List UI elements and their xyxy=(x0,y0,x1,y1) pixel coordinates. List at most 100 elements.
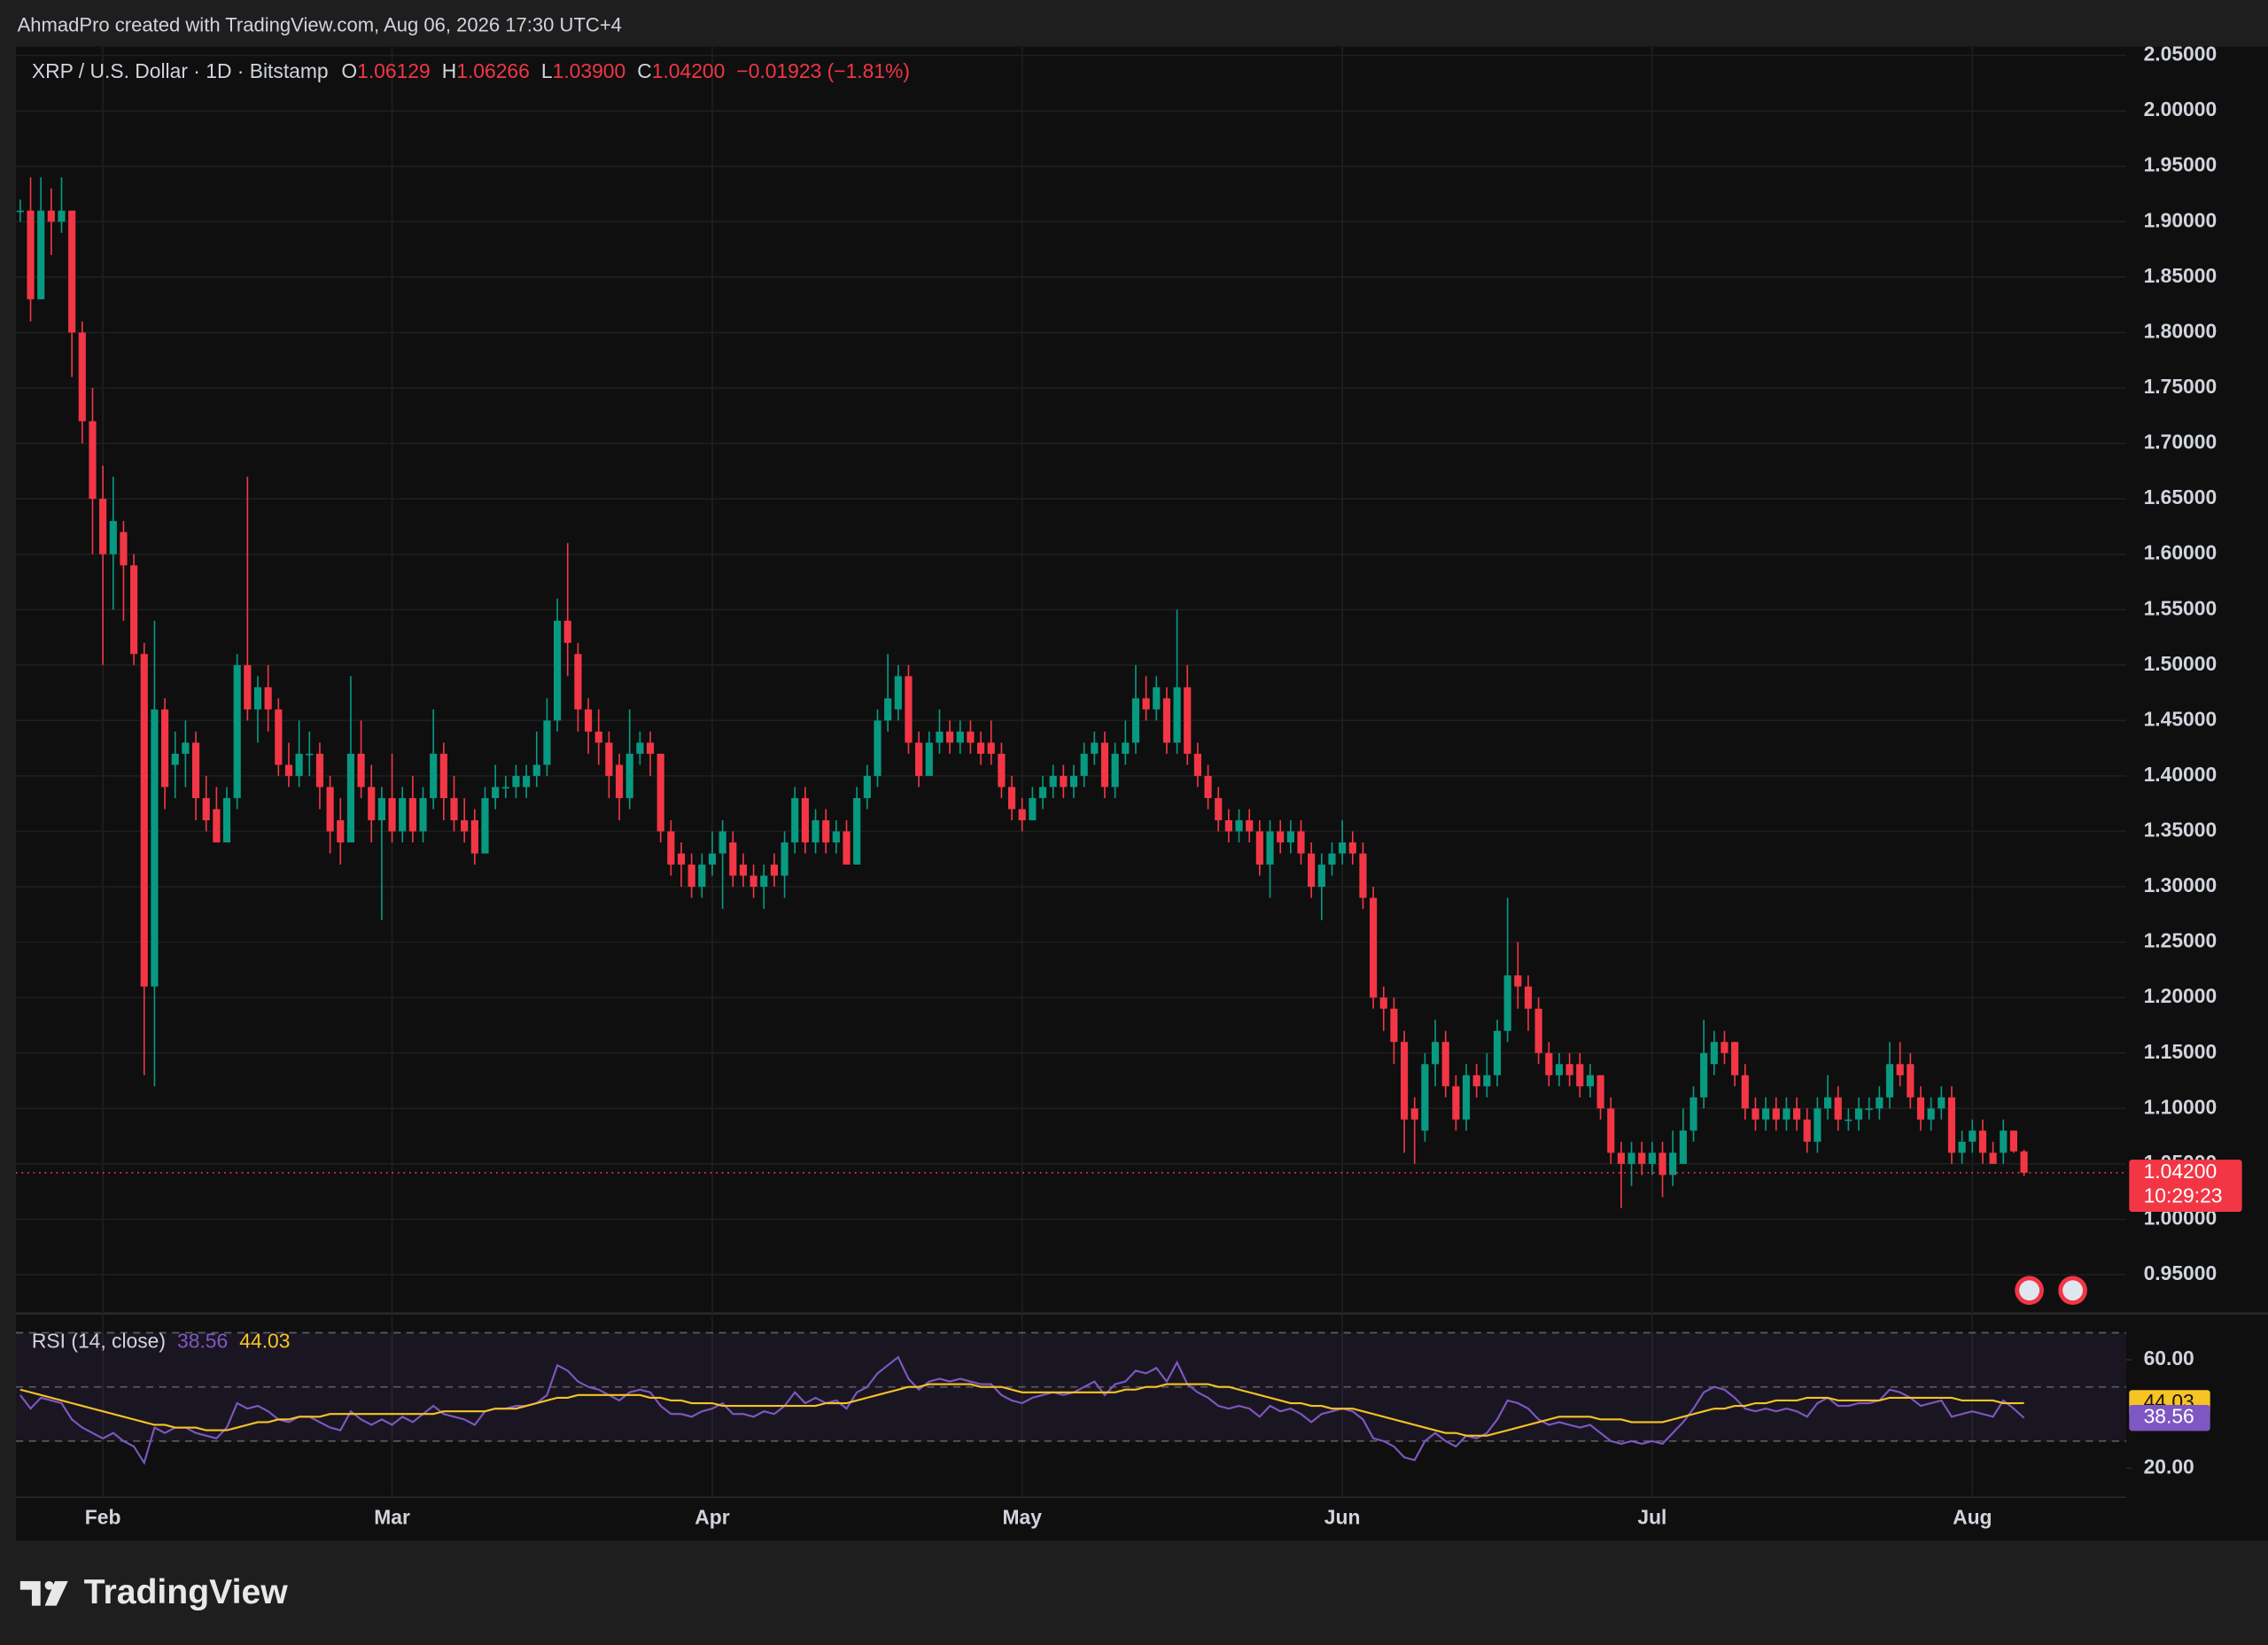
candle-body xyxy=(1080,753,1088,776)
candle-body xyxy=(1483,1075,1491,1087)
candle-body xyxy=(729,842,737,876)
x-tick-label: Aug xyxy=(1953,1506,1992,1529)
candle-body xyxy=(1472,1075,1480,1087)
candle-body xyxy=(1215,797,1223,820)
candle-body xyxy=(708,853,717,865)
candle-body xyxy=(1452,1086,1460,1120)
footer-brand: TradingView xyxy=(84,1573,289,1611)
candle-body xyxy=(1379,997,1387,1009)
y-tick-label: 1.10000 xyxy=(2144,1095,2218,1118)
candle-body xyxy=(1131,698,1140,743)
candle-body xyxy=(1493,1030,1502,1075)
candle-body xyxy=(1328,853,1336,865)
candle-body xyxy=(1111,753,1119,788)
candle-body xyxy=(594,731,602,743)
candle-body xyxy=(89,421,97,500)
candle-body xyxy=(78,332,86,422)
candle-body xyxy=(16,210,24,213)
candle-body xyxy=(1803,1119,1811,1142)
candle-body xyxy=(182,742,190,754)
chart-area xyxy=(15,46,2268,1541)
candle-body xyxy=(1122,742,1130,754)
x-tick-label: Feb xyxy=(85,1506,121,1529)
candle-body xyxy=(956,731,964,743)
ohlc-value: 1.04200 xyxy=(652,59,726,82)
last-price-label: 1.04200 xyxy=(2144,1160,2218,1183)
candle-body xyxy=(27,210,35,299)
candle-body xyxy=(1317,865,1325,888)
candle-body xyxy=(1958,1141,1966,1153)
candle-body xyxy=(244,664,252,710)
y-tick-label: 1.75000 xyxy=(2144,375,2218,398)
candle-body xyxy=(1638,1152,1646,1164)
candle-body xyxy=(408,797,416,832)
ohlc-key: C xyxy=(637,59,652,82)
candle-body xyxy=(1720,1042,1728,1053)
candle-body xyxy=(140,654,148,987)
candle-body xyxy=(801,797,809,842)
candle-body xyxy=(1421,1064,1429,1131)
candle-body xyxy=(905,676,913,743)
ohlc-key: L xyxy=(541,59,553,82)
candle-body xyxy=(1255,831,1263,865)
candle-body xyxy=(967,731,975,743)
candle-body xyxy=(2009,1130,2018,1152)
candle-body xyxy=(1514,975,1522,987)
candle-body xyxy=(1741,1075,1749,1109)
y-tick-label: 1.35000 xyxy=(2144,819,2218,842)
candle-body xyxy=(357,753,365,788)
ohlc-value: 1.06129 xyxy=(357,59,431,82)
candle-body xyxy=(1627,1152,1635,1164)
candle-body xyxy=(1669,1152,1677,1176)
candle-body xyxy=(1462,1075,1471,1120)
candle-body xyxy=(1565,1064,1573,1075)
candle-body xyxy=(739,865,748,876)
candle-body xyxy=(1596,1075,1604,1109)
candle-body xyxy=(1266,831,1274,865)
candle-body xyxy=(1359,853,1367,898)
candle-body xyxy=(1783,1108,1790,1120)
logo-dot xyxy=(44,1580,54,1590)
candle-body xyxy=(667,831,675,865)
candle-body xyxy=(770,865,778,876)
y-tick-label: 1.90000 xyxy=(2144,208,2218,231)
candle-body xyxy=(1823,1097,1832,1109)
candle-body xyxy=(1772,1108,1780,1120)
candle-body xyxy=(1370,897,1378,998)
candle-body xyxy=(346,753,355,842)
candle-body xyxy=(1731,1042,1739,1075)
candle-body xyxy=(1441,1042,1449,1087)
logo-slash xyxy=(44,1580,68,1606)
y-tick-label: 1.30000 xyxy=(2144,873,2218,896)
y-tick-label: 1.20000 xyxy=(2144,984,2218,1007)
candle-body xyxy=(987,742,995,754)
candle-body xyxy=(1545,1052,1553,1075)
rsi-value-label: 38.56 xyxy=(2144,1405,2194,1428)
candle-body xyxy=(677,853,686,865)
candle-body xyxy=(1018,809,1026,820)
candle-body xyxy=(388,797,396,832)
candle-body xyxy=(399,797,407,832)
candle-body xyxy=(523,775,531,788)
candle-body xyxy=(1916,1097,1925,1120)
last-price-box xyxy=(2129,1160,2242,1212)
candle-body xyxy=(615,764,624,798)
candle-body xyxy=(1235,819,1243,832)
candle-body xyxy=(151,709,159,987)
candle-body xyxy=(760,875,768,888)
candle-body xyxy=(264,687,272,710)
candle-body xyxy=(1978,1130,1987,1153)
candle-body xyxy=(1607,1108,1615,1153)
candle-body xyxy=(656,753,664,832)
candle-body xyxy=(1896,1064,1904,1075)
candle-body xyxy=(1555,1064,1564,1075)
candle-body xyxy=(1576,1064,1584,1087)
rsi-title: RSI (14, close) xyxy=(32,1329,166,1352)
candle-body xyxy=(1308,853,1316,888)
candle-body xyxy=(47,210,55,222)
candle-body xyxy=(1524,986,1533,1009)
x-tick-label: Jun xyxy=(1324,1506,1361,1529)
candle-body xyxy=(377,797,385,820)
y-tick-label: 1.80000 xyxy=(2144,319,2218,342)
candle-body xyxy=(563,620,571,643)
